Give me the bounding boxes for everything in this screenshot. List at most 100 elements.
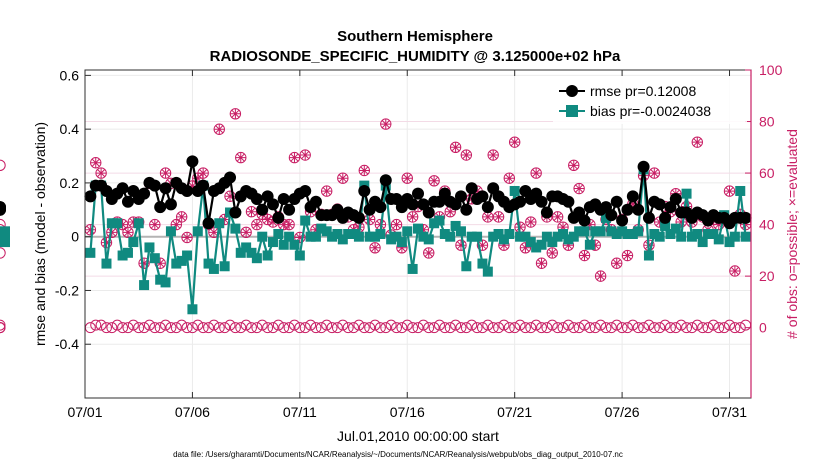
bias-point [353, 231, 364, 242]
obs-evaluated-point [563, 240, 574, 251]
obs-possible-point [546, 319, 558, 331]
obs-evaluated-point [139, 258, 150, 269]
obs-possible-point [557, 322, 569, 334]
x-tick-label: 07/01 [67, 404, 102, 420]
bias-point [584, 239, 595, 250]
obs-possible-point [648, 167, 661, 179]
obs-possible-point [406, 211, 419, 223]
obs-evaluated-point [584, 219, 595, 230]
rmse-point [272, 211, 285, 224]
obs-possible-point [90, 157, 102, 169]
rmse-point [605, 209, 618, 222]
bias-point [423, 234, 434, 245]
rmse-point [460, 203, 473, 216]
obs-evaluated-point [251, 219, 262, 230]
obs-evaluated-point [96, 168, 107, 179]
obs-possible-point [407, 322, 419, 334]
obs-evaluated-point [531, 168, 542, 179]
obs-possible-point [138, 322, 150, 334]
obs-evaluated-point [509, 137, 520, 148]
y-tick-label: 0.4 [60, 121, 80, 137]
obs-evaluated-point [160, 168, 171, 179]
obs-possible-point [272, 319, 284, 331]
bias-point [461, 261, 472, 272]
obs-possible-point [95, 167, 107, 179]
obs-possible-point [594, 270, 607, 282]
bias-point [327, 231, 338, 242]
obs-evaluated-point [267, 217, 278, 228]
obs-possible-point [412, 322, 424, 334]
bias-point [0, 237, 10, 248]
obs-evaluated-point [450, 142, 461, 153]
obs-possible-point [611, 319, 623, 331]
obs-evaluated-point [219, 214, 230, 225]
bias-point [262, 250, 273, 261]
bias-point [660, 220, 671, 231]
obs-possible-point [310, 322, 322, 334]
obs-evaluated-point [122, 227, 133, 238]
obs-possible-point [396, 322, 408, 334]
bias-point [493, 229, 504, 239]
obs-possible-point [428, 175, 440, 187]
obs-possible-point [525, 322, 537, 334]
rmse-point [535, 195, 548, 208]
bias-point [144, 242, 155, 253]
obs-possible-point [122, 322, 134, 334]
obs-possible-point [686, 322, 698, 334]
rmse-point [138, 187, 151, 200]
rmse-point [277, 193, 290, 206]
obs-possible-point [380, 118, 392, 130]
obs-evaluated-point [402, 173, 413, 184]
legend-bias-marker [566, 105, 578, 117]
obs-possible-point [374, 322, 386, 334]
obs-possible-point [536, 322, 548, 334]
bias-point [600, 212, 611, 223]
obs-possible-point [305, 319, 317, 331]
rmse-point [283, 203, 296, 216]
obs-possible-point [573, 322, 585, 334]
rmse-point [181, 184, 194, 197]
obs-evaluated-point [90, 157, 101, 168]
bias-point [708, 229, 719, 239]
obs-evaluated-point [713, 219, 724, 230]
bias-point [633, 226, 644, 237]
obs-possible-point [713, 322, 725, 334]
obs-evaluated-point [724, 186, 735, 197]
rmse-point [626, 190, 639, 203]
obs-possible-point [691, 319, 703, 331]
x-tick-label: 07/31 [712, 404, 747, 420]
bias-point [267, 237, 278, 248]
bias-point [273, 229, 284, 239]
obs-possible-point [449, 141, 462, 153]
bias-point [230, 223, 241, 234]
bias-point [724, 237, 735, 248]
obs-possible-point [294, 322, 306, 334]
obs-possible-point [573, 182, 585, 195]
obs-possible-point [143, 319, 155, 331]
obs-possible-point [299, 322, 311, 334]
obs-evaluated-point [611, 258, 622, 269]
obs-possible-point [149, 218, 161, 231]
rmse-point [84, 190, 97, 203]
bias-point [531, 242, 542, 253]
obs-possible-point [240, 226, 252, 239]
obs-possible-point [283, 218, 295, 231]
rmse-point [116, 182, 129, 195]
obs-evaluated-point [396, 242, 407, 253]
obs-evaluated-point [230, 108, 241, 119]
obs-possible-point [219, 322, 231, 334]
bias-point [622, 229, 633, 239]
obs-possible-point [315, 322, 327, 334]
bias-point [504, 229, 515, 239]
obs-evaluated-point [423, 247, 434, 258]
obs-possible-point [0, 159, 6, 172]
obs-possible-point [702, 322, 714, 334]
rmse-point [352, 211, 365, 224]
bias-point [106, 218, 117, 229]
rmse-point [562, 195, 575, 208]
obs-possible-point [213, 123, 225, 135]
obs-possible-point [482, 319, 494, 331]
obs-possible-point [568, 322, 580, 334]
obs-possible-point [256, 319, 268, 331]
obs-possible-point [423, 247, 435, 259]
